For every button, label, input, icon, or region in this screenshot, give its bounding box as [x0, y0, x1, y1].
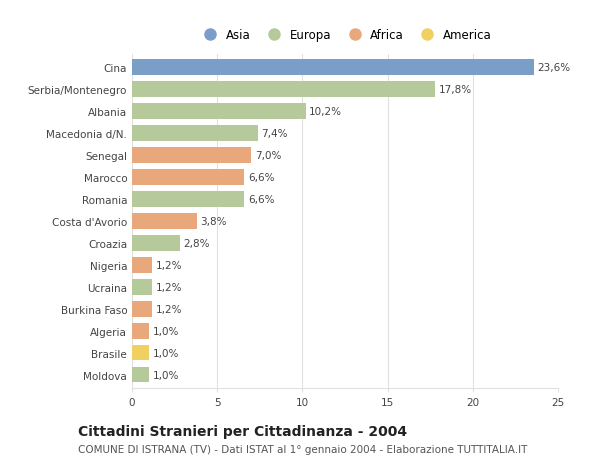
Bar — [132, 279, 152, 295]
Bar — [132, 345, 149, 361]
Text: 6,6%: 6,6% — [248, 173, 274, 183]
Text: 10,2%: 10,2% — [309, 107, 342, 117]
Text: Cittadini Stranieri per Cittadinanza - 2004: Cittadini Stranieri per Cittadinanza - 2… — [78, 425, 407, 438]
Text: 1,0%: 1,0% — [152, 370, 179, 380]
Bar — [132, 192, 244, 207]
Text: 17,8%: 17,8% — [439, 85, 472, 95]
Text: 1,2%: 1,2% — [156, 282, 182, 292]
Text: 2,8%: 2,8% — [183, 238, 209, 248]
Legend: Asia, Europa, Africa, America: Asia, Europa, Africa, America — [194, 24, 496, 47]
Bar — [132, 213, 197, 230]
Text: 3,8%: 3,8% — [200, 217, 227, 226]
Text: 1,0%: 1,0% — [152, 348, 179, 358]
Bar — [132, 301, 152, 317]
Text: 7,4%: 7,4% — [262, 129, 288, 139]
Bar — [132, 257, 152, 273]
Text: 7,0%: 7,0% — [254, 151, 281, 161]
Bar — [132, 126, 258, 142]
Bar — [132, 104, 306, 120]
Text: 1,2%: 1,2% — [156, 304, 182, 314]
Text: 6,6%: 6,6% — [248, 195, 274, 205]
Text: 1,2%: 1,2% — [156, 260, 182, 270]
Bar — [132, 60, 534, 76]
Bar — [132, 148, 251, 164]
Bar — [132, 82, 436, 98]
Bar — [132, 323, 149, 339]
Bar — [132, 235, 180, 251]
Text: COMUNE DI ISTRANA (TV) - Dati ISTAT al 1° gennaio 2004 - Elaborazione TUTTITALIA: COMUNE DI ISTRANA (TV) - Dati ISTAT al 1… — [78, 444, 527, 454]
Bar — [132, 170, 244, 185]
Text: 1,0%: 1,0% — [152, 326, 179, 336]
Bar — [132, 367, 149, 383]
Text: 23,6%: 23,6% — [538, 63, 571, 73]
